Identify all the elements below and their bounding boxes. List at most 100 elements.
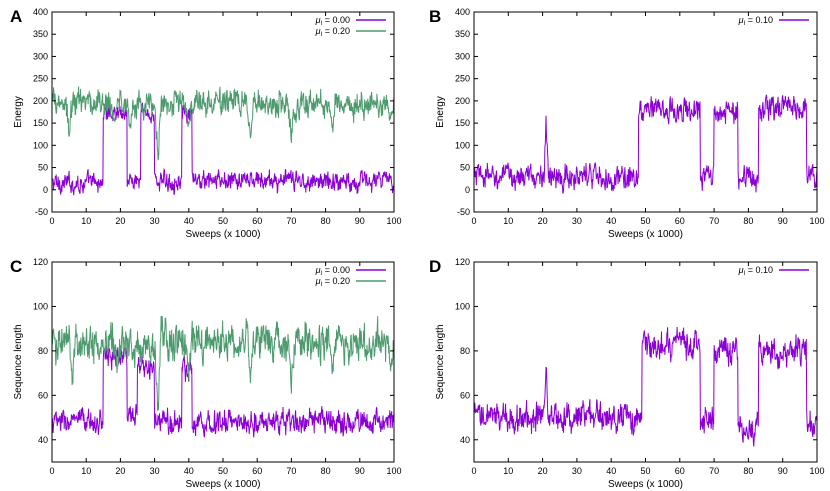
- y-axis-label: Sequence length: [435, 324, 446, 399]
- x-tick-label: 80: [321, 466, 331, 476]
- y-tick-label: 300: [455, 51, 470, 61]
- legend-label: μI = 0.20: [315, 276, 350, 288]
- y-tick-label: 40: [38, 435, 48, 445]
- y-tick-label: 400: [455, 7, 470, 17]
- x-tick-label: 30: [150, 216, 160, 226]
- x-tick-label: 70: [286, 466, 296, 476]
- y-tick-label: 100: [33, 301, 48, 311]
- y-tick-label: 250: [33, 74, 48, 84]
- y-tick-label: 300: [33, 51, 48, 61]
- x-tick-label: 30: [150, 466, 160, 476]
- x-tick-label: 70: [709, 466, 719, 476]
- x-tick-label: 0: [471, 216, 476, 226]
- x-tick-label: 30: [572, 216, 582, 226]
- y-tick-label: 120: [33, 257, 48, 267]
- x-tick-label: 100: [386, 216, 401, 226]
- y-tick-label: 350: [455, 29, 470, 39]
- x-axis-label: Sweeps (x 1000): [185, 229, 260, 240]
- x-tick-label: 100: [809, 216, 824, 226]
- x-tick-label: 60: [675, 466, 685, 476]
- y-tick-label: 150: [455, 118, 470, 128]
- y-axis-label: Sequence length: [13, 324, 24, 399]
- y-tick-label: 50: [460, 163, 470, 173]
- x-tick-label: 70: [709, 216, 719, 226]
- y-tick-label: 200: [33, 96, 48, 106]
- x-tick-label: 90: [778, 216, 788, 226]
- series-line-C-0: [52, 345, 394, 438]
- x-tick-label: 80: [743, 216, 753, 226]
- x-tick-label: 50: [640, 466, 650, 476]
- legend-label: μI = 0.10: [738, 15, 773, 27]
- y-tick-label: 100: [455, 301, 470, 311]
- y-tick-label: 60: [460, 390, 470, 400]
- panel-A: 0 10 20 30 40 50 60 70 80 90 100-50050100150200250…: [10, 7, 402, 240]
- legend-label: μI = 0.00: [315, 265, 350, 277]
- x-tick-label: 30: [572, 466, 582, 476]
- x-tick-label: 90: [778, 466, 788, 476]
- series-line-C-1: [52, 315, 394, 411]
- panel-D: 0 10 20 30 40 50 60 70 80 90 100 40 60 80 100 120 Sweeps…: [429, 257, 825, 490]
- x-tick-label: 60: [675, 216, 685, 226]
- y-tick-label: 80: [460, 346, 470, 356]
- legend-label: μI = 0.10: [738, 265, 773, 277]
- y-tick-label: 60: [38, 390, 48, 400]
- x-tick-label: 70: [286, 216, 296, 226]
- series-line-D-0: [474, 326, 817, 447]
- x-tick-label: 20: [115, 216, 125, 226]
- y-tick-label: 100: [455, 140, 470, 150]
- panel-letter: D: [429, 257, 441, 276]
- y-axis-label: Energy: [435, 96, 446, 128]
- legend-label: μI = 0.00: [315, 15, 350, 27]
- plot-frame: [473, 261, 818, 463]
- y-tick-label: 80: [38, 346, 48, 356]
- y-tick-label: 0: [43, 185, 48, 195]
- x-tick-label: 50: [218, 216, 228, 226]
- x-tick-label: 40: [606, 466, 616, 476]
- x-tick-label: 40: [184, 466, 194, 476]
- y-tick-label: 40: [460, 435, 470, 445]
- x-tick-label: 20: [538, 216, 548, 226]
- y-tick-label: 400: [33, 7, 48, 17]
- x-tick-label: 90: [355, 216, 365, 226]
- x-axis-label: Sweeps (x 1000): [608, 229, 683, 240]
- panel-B: 0 10 20 30 40 50 60 70 80 90 100-50050100150200250…: [429, 7, 825, 240]
- x-axis-label: Sweeps (x 1000): [608, 479, 683, 490]
- x-tick-label: 10: [503, 216, 513, 226]
- x-tick-label: 80: [743, 466, 753, 476]
- series-line-B-0: [474, 94, 817, 194]
- x-tick-label: 40: [606, 216, 616, 226]
- x-tick-label: 0: [49, 466, 54, 476]
- x-tick-label: 40: [184, 216, 194, 226]
- x-tick-label: 20: [538, 466, 548, 476]
- y-tick-label: 150: [33, 118, 48, 128]
- plot-frame: [473, 11, 818, 213]
- y-tick-label: 100: [33, 140, 48, 150]
- y-tick-label: -50: [35, 207, 48, 217]
- y-tick-label: 120: [455, 257, 470, 267]
- y-tick-label: 200: [455, 96, 470, 106]
- y-tick-label: 250: [455, 74, 470, 84]
- y-tick-label: 0: [465, 185, 470, 195]
- x-tick-label: 0: [49, 216, 54, 226]
- panel-C: 0 10 20 30 40 50 60 70 80 90 100 40 60 80 100 120 Sweeps…: [10, 257, 402, 490]
- x-tick-label: 10: [503, 466, 513, 476]
- y-tick-label: 50: [38, 163, 48, 173]
- panel-letter: B: [429, 7, 441, 26]
- series-line-A-1: [52, 86, 394, 161]
- x-tick-label: 50: [640, 216, 650, 226]
- x-tick-label: 100: [386, 466, 401, 476]
- series-line-A-0: [52, 102, 394, 196]
- x-tick-label: 80: [321, 216, 331, 226]
- legend-label: μI = 0.20: [315, 26, 350, 38]
- x-axis-label: Sweeps (x 1000): [185, 479, 260, 490]
- x-tick-label: 90: [355, 466, 365, 476]
- x-tick-label: 60: [252, 216, 262, 226]
- y-tick-label: 350: [33, 29, 48, 39]
- x-tick-label: 60: [252, 466, 262, 476]
- x-tick-label: 50: [218, 466, 228, 476]
- x-tick-label: 0: [471, 466, 476, 476]
- x-tick-label: 100: [809, 466, 824, 476]
- panel-letter: C: [10, 257, 22, 276]
- x-tick-label: 20: [115, 466, 125, 476]
